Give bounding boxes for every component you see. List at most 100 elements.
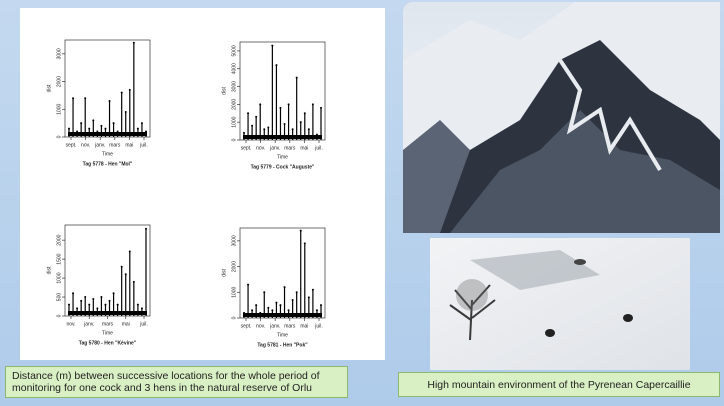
spike-point <box>320 304 322 306</box>
x-axis-label: Time <box>102 151 113 157</box>
x-tick-label: nov. <box>66 321 75 327</box>
spike-point <box>255 116 257 118</box>
spike-point <box>316 309 318 311</box>
x-tick-label: mars <box>284 145 296 151</box>
spike-point <box>251 125 253 127</box>
spike-point <box>296 291 298 293</box>
chart-caption: Tag 5780 - Hen "Kévine" <box>79 340 137 346</box>
spike-point <box>304 112 306 114</box>
x-tick-label: sept. <box>241 323 252 329</box>
x-tick-label: sept. <box>241 145 252 151</box>
spike-point <box>72 97 74 99</box>
spike-point <box>117 304 119 306</box>
spike-point <box>92 119 94 121</box>
spike-point <box>76 307 78 309</box>
spike-point <box>100 125 102 127</box>
spike-point <box>113 292 115 294</box>
x-tick-label: mai <box>125 142 133 148</box>
spike-point <box>275 64 277 66</box>
spike-point <box>80 122 82 124</box>
spike-point <box>292 128 294 130</box>
spike-point <box>129 89 131 91</box>
spike-point <box>267 307 269 309</box>
y-tick-label: 3000 <box>56 48 62 59</box>
y-tick-label: 0 <box>231 316 237 319</box>
spike-point <box>121 266 123 268</box>
x-tick-label: janv. <box>269 145 280 151</box>
y-tick-label: 3000 <box>231 81 237 92</box>
spike-point <box>145 228 147 230</box>
x-tick-label: janv. <box>94 142 105 148</box>
x-tick-label: mars <box>109 142 121 148</box>
y-tick-label: 1000 <box>231 287 237 298</box>
spike-point <box>259 103 261 105</box>
y-tick-label: 0 <box>56 135 62 138</box>
x-tick-label: janv. <box>269 323 280 329</box>
spike-point <box>263 291 265 293</box>
x-tick-label: mai <box>300 323 308 329</box>
y-tick-label: 1000 <box>231 116 237 127</box>
spike-point <box>100 296 102 298</box>
left-caption: Distance (m) between successive location… <box>5 366 348 398</box>
spike-point <box>288 309 290 311</box>
spike-point <box>300 230 302 232</box>
x-tick-label: mars <box>102 321 114 327</box>
y-tick-label: 3000 <box>231 235 237 246</box>
spike-point <box>68 304 70 306</box>
spike-point <box>320 107 322 109</box>
y-tick-label: 1000 <box>56 104 62 115</box>
spike-point <box>80 300 82 302</box>
x-tick-label: juil. <box>139 321 148 327</box>
y-tick-label: 4000 <box>231 63 237 74</box>
spike-point <box>284 286 286 288</box>
white-panel <box>20 8 385 360</box>
spike-point <box>279 304 281 306</box>
y-axis-label: dist <box>46 266 52 274</box>
spike-point <box>88 128 90 130</box>
x-tick-label: sept. <box>66 142 77 148</box>
spike-point <box>243 132 245 134</box>
spike-point <box>247 112 249 114</box>
x-tick-label: nov. <box>81 142 90 148</box>
spike-point <box>125 273 127 275</box>
y-tick-label: 2000 <box>56 234 62 245</box>
spike-point <box>308 296 310 298</box>
x-tick-label: janv. <box>83 321 94 327</box>
spike-point <box>271 309 273 311</box>
spike-point <box>255 304 257 306</box>
spike-point <box>88 304 90 306</box>
right-caption: High mountain environment of the Pyrenea… <box>398 372 720 397</box>
x-tick-label: mai <box>300 145 308 151</box>
spike-point <box>312 289 314 291</box>
slide: 0100020003000sept.nov.janv.marsmaijuil.d… <box>0 0 724 406</box>
spike-point <box>96 307 98 309</box>
spike-point <box>113 122 115 124</box>
spike-point <box>104 128 106 130</box>
spike-point <box>251 309 253 311</box>
spike-point <box>104 304 106 306</box>
spike-point <box>121 92 123 94</box>
chart-panel: 0100020003000sept.nov.janv.marsmaijuil.d… <box>0 0 724 406</box>
x-tick-label: nov. <box>256 145 265 151</box>
y-tick-label: 5000 <box>231 45 237 56</box>
spike-point <box>109 300 111 302</box>
x-axis-label: Time <box>277 332 288 338</box>
y-axis-label: dist <box>46 84 52 92</box>
chart-caption: Tag 5778 - Hen "Mol" <box>83 161 133 167</box>
spike-point <box>137 128 139 130</box>
x-tick-label: mai <box>122 321 130 327</box>
spike-point <box>271 45 273 47</box>
x-tick-label: juil. <box>139 142 148 148</box>
spike-point <box>247 284 249 286</box>
x-axis-label: Time <box>102 330 113 336</box>
chart-caption: Tag 5781 - Hen "Pok" <box>257 342 308 348</box>
y-tick-label: 2000 <box>231 261 237 272</box>
spike-point <box>133 42 135 44</box>
spike-point <box>300 121 302 123</box>
y-tick-label: 1000 <box>56 272 62 283</box>
mountain-photo <box>403 2 720 233</box>
y-tick-label: 1500 <box>56 253 62 264</box>
spike-point <box>141 307 143 309</box>
x-tick-label: mars <box>284 323 296 329</box>
spike-point <box>304 242 306 244</box>
